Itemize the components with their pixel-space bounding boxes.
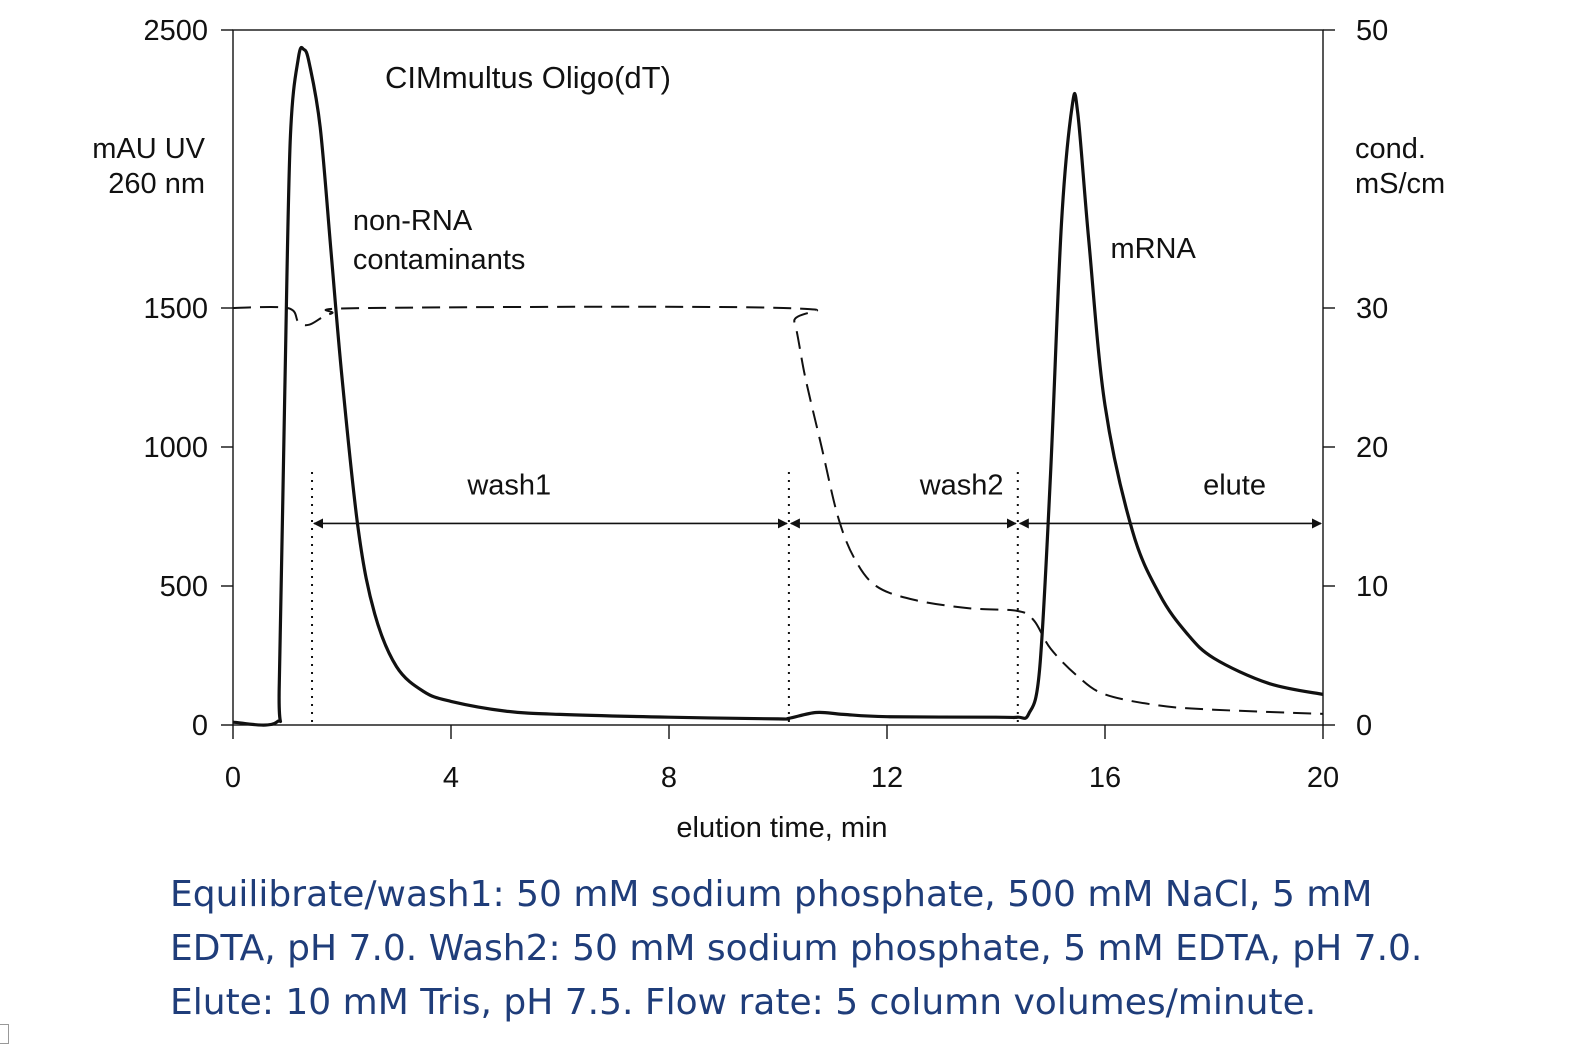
x-tick-label: 0 bbox=[225, 762, 241, 794]
method-caption: Equilibrate/wash1: 50 mM sodium phosphat… bbox=[170, 868, 1570, 1030]
chromatogram-chart: 0 4 8 12 16 20 0 500 1000 1500 2500 0 10 20 30 50 CIMmu… bbox=[92, 15, 1445, 844]
plot-border bbox=[232, 29, 1324, 726]
x-tick-label: 8 bbox=[661, 762, 677, 794]
annotation-contaminants: contaminants bbox=[353, 244, 526, 276]
y-left-tick-label: 0 bbox=[192, 710, 208, 742]
y-axis-right-label-line2: mS/cm bbox=[1355, 168, 1445, 200]
y-axis-right-label-line1: cond. bbox=[1355, 133, 1426, 165]
phase-layer bbox=[311, 472, 1322, 725]
y-right-tick-label: 50 bbox=[1356, 15, 1388, 47]
x-tick-label: 16 bbox=[1089, 762, 1121, 794]
uv-absorbance-line bbox=[232, 45, 1324, 727]
axis-ticks: 0 4 8 12 16 20 0 500 1000 1500 2500 0 10 20 30 50 bbox=[143, 15, 1388, 794]
y-axis-left-label-line2: 260 nm bbox=[108, 168, 205, 200]
annotation-wash2: wash2 bbox=[919, 469, 1004, 501]
annotation-wash1: wash1 bbox=[466, 469, 551, 501]
caption-line-1: Equilibrate/wash1: 50 mM sodium phosphat… bbox=[170, 874, 1373, 915]
chart-title: CIMmultus Oligo(dT) bbox=[385, 60, 671, 95]
x-tick-label: 20 bbox=[1307, 762, 1339, 794]
y-right-tick-label: 30 bbox=[1356, 293, 1388, 325]
conductivity-line bbox=[232, 305, 1324, 715]
y-right-tick-label: 20 bbox=[1356, 432, 1388, 464]
y-right-tick-label: 0 bbox=[1356, 710, 1372, 742]
y-right-tick-label: 10 bbox=[1356, 571, 1388, 603]
series-layer bbox=[232, 45, 1324, 727]
label-layer: CIMmultus Oligo(dT) elution time, min mA… bbox=[92, 60, 1445, 844]
annotation-non-rna: non-RNA bbox=[353, 205, 473, 237]
x-axis-label: elution time, min bbox=[676, 812, 887, 844]
plot-frame bbox=[232, 29, 1324, 726]
annotation-elute: elute bbox=[1203, 469, 1266, 501]
y-axis-left-label-line1: mAU UV bbox=[92, 133, 205, 165]
annotation-mrna: mRNA bbox=[1110, 233, 1196, 265]
caption-line-3: Elute: 10 mM Tris, pH 7.5. Flow rate: 5 … bbox=[170, 982, 1317, 1023]
slide-corner-mark bbox=[0, 1024, 9, 1044]
x-tick-label: 4 bbox=[443, 762, 459, 794]
y-left-tick-label: 500 bbox=[160, 571, 208, 603]
x-tick-label: 12 bbox=[871, 762, 903, 794]
y-left-tick-label: 2500 bbox=[143, 15, 208, 47]
caption-line-2: EDTA, pH 7.0. Wash2: 50 mM sodium phosph… bbox=[170, 928, 1423, 969]
y-left-tick-label: 1500 bbox=[143, 293, 208, 325]
y-left-tick-label: 1000 bbox=[143, 432, 208, 464]
